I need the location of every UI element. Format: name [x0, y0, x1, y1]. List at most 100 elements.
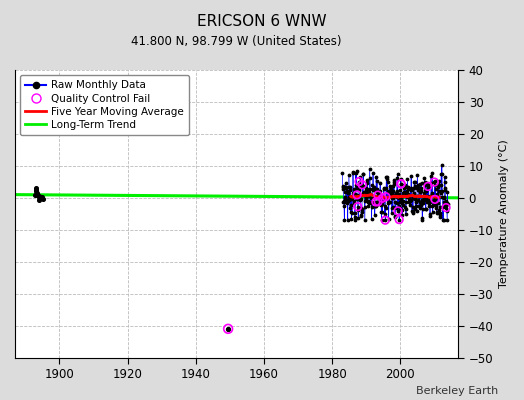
Point [344, 197, 353, 203]
Point [381, 194, 390, 200]
Y-axis label: Temperature Anomaly (°C): Temperature Anomaly (°C) [499, 140, 509, 288]
Point [435, 178, 443, 185]
Point [381, 217, 389, 223]
Point [362, 186, 370, 193]
Point [400, 182, 409, 189]
Point [391, 213, 399, 219]
Point [385, 190, 394, 196]
Point [421, 179, 429, 186]
Point [394, 200, 402, 206]
Point [432, 208, 441, 215]
Point [372, 199, 380, 205]
Point [428, 170, 436, 176]
Point [412, 193, 420, 200]
Point [371, 203, 379, 209]
Point [389, 204, 397, 210]
Point [438, 194, 446, 200]
Point [374, 201, 383, 208]
Point [357, 205, 366, 212]
Point [418, 215, 427, 222]
Point [423, 180, 431, 186]
Point [380, 195, 389, 201]
Point [432, 202, 441, 209]
Point [352, 186, 361, 192]
Point [432, 200, 440, 206]
Point [420, 197, 428, 203]
Point [378, 195, 387, 202]
Point [398, 212, 406, 218]
Point [387, 193, 396, 200]
Point [427, 173, 435, 179]
Point [346, 202, 355, 208]
Point [365, 200, 373, 206]
Point [389, 188, 398, 194]
Point [414, 193, 423, 200]
Point [388, 205, 396, 212]
Point [419, 200, 428, 206]
Point [375, 191, 384, 197]
Point [390, 192, 399, 198]
Point [38, 196, 47, 203]
Point [374, 192, 382, 198]
Point [224, 326, 232, 332]
Point [367, 199, 376, 206]
Point [436, 182, 445, 188]
Point [419, 197, 427, 203]
Point [385, 199, 393, 206]
Point [412, 208, 421, 214]
Point [416, 189, 424, 195]
Point [443, 189, 452, 195]
Point [421, 182, 430, 189]
Point [364, 198, 372, 204]
Point [396, 199, 404, 205]
Point [419, 206, 427, 212]
Point [339, 199, 347, 205]
Point [370, 194, 379, 200]
Point [425, 203, 433, 209]
Point [384, 179, 392, 186]
Point [32, 184, 40, 191]
Point [363, 180, 372, 187]
Point [353, 196, 362, 202]
Point [424, 183, 432, 190]
Point [395, 216, 403, 223]
Point [423, 193, 431, 199]
Point [392, 191, 400, 198]
Point [341, 195, 349, 201]
Point [403, 184, 412, 190]
Point [340, 198, 348, 204]
Title: 41.800 N, 98.799 W (United States): 41.800 N, 98.799 W (United States) [132, 35, 342, 48]
Point [420, 175, 429, 181]
Point [405, 199, 413, 206]
Point [32, 190, 41, 196]
Point [430, 201, 438, 207]
Point [387, 190, 396, 197]
Point [403, 176, 412, 182]
Point [356, 173, 364, 180]
Point [379, 194, 387, 200]
Point [408, 192, 417, 198]
Point [436, 212, 444, 218]
Point [348, 210, 356, 216]
Point [402, 199, 410, 205]
Point [358, 190, 367, 196]
Point [442, 204, 450, 211]
Point [402, 194, 411, 200]
Point [371, 203, 379, 209]
Point [439, 203, 447, 210]
Point [35, 194, 43, 200]
Point [411, 196, 419, 203]
Point [411, 202, 420, 209]
Point [384, 188, 392, 194]
Point [356, 196, 365, 202]
Point [391, 213, 399, 220]
Point [397, 181, 405, 187]
Point [351, 210, 359, 217]
Point [379, 185, 388, 192]
Point [375, 195, 383, 202]
Point [410, 182, 419, 189]
Point [418, 197, 426, 204]
Point [424, 196, 432, 202]
Point [394, 170, 402, 177]
Point [355, 186, 364, 193]
